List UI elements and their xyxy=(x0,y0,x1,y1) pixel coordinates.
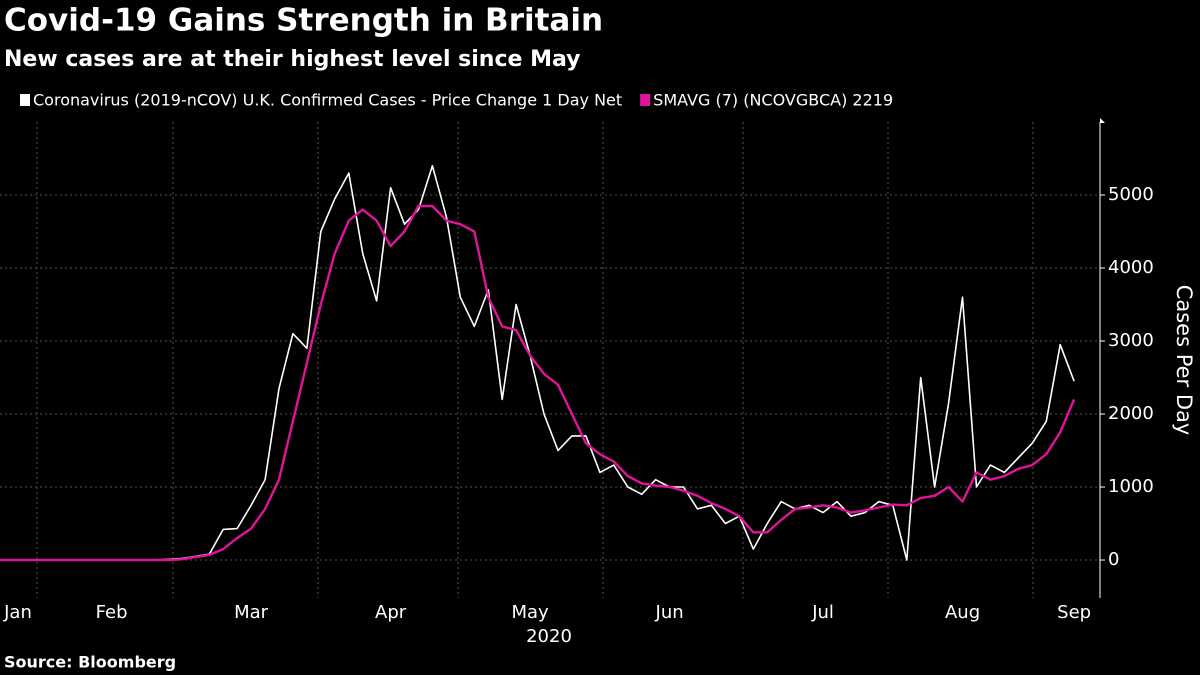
axis-arrow xyxy=(1100,118,1105,123)
y-tick-label: 3000 xyxy=(1108,330,1154,351)
x-tick-label: Mar xyxy=(234,602,269,623)
x-tick-label: Jun xyxy=(655,602,684,623)
source: Source: Bloomberg xyxy=(4,653,176,672)
legend-label: SMAVG (7) (NCOVGBCA) 2219 xyxy=(653,91,893,110)
x-tick-label: Apr xyxy=(375,602,407,623)
series-line xyxy=(0,204,1076,562)
y-tick-label: 1000 xyxy=(1108,476,1154,497)
chart-subtitle: New cases are at their highest level sin… xyxy=(4,47,580,72)
x-tick-label: Aug xyxy=(945,602,980,623)
y-axis-label: Cases Per Day xyxy=(1172,285,1196,436)
legend-swatch xyxy=(20,94,30,106)
x-tick-label: Jan xyxy=(3,602,32,623)
x-tick-label: Feb xyxy=(96,602,128,623)
legend-swatch xyxy=(640,94,651,106)
y-tick-label: 4000 xyxy=(1108,257,1154,278)
legend-label: Coronavirus (2019-nCOV) U.K. Confirmed C… xyxy=(33,91,622,110)
chart-title: Covid-19 Gains Strength in Britain xyxy=(4,3,603,39)
y-tick-label: 2000 xyxy=(1108,403,1154,424)
x-tick-label: Sep xyxy=(1057,602,1091,623)
x-axis-label: 2020 xyxy=(526,626,572,647)
x-tick-label: May xyxy=(511,602,549,623)
x-tick-label: Jul xyxy=(811,602,834,623)
y-tick-label: 0 xyxy=(1108,549,1119,570)
y-tick-label: 5000 xyxy=(1108,184,1154,205)
